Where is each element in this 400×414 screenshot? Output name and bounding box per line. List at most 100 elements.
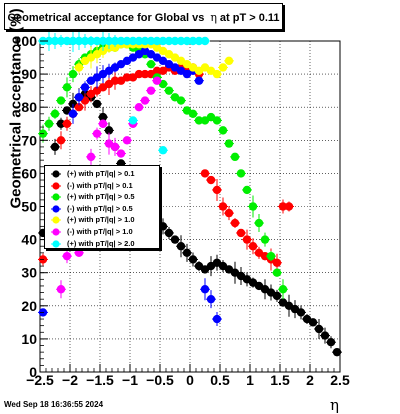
x-tick-label: 1 [246,372,254,388]
data-point [314,324,324,334]
x-tick-label: −1.5 [86,372,114,388]
legend-marker [51,216,61,224]
series-3 [38,46,222,327]
data-point [92,99,102,109]
y-tick-label: 0 [29,364,37,380]
legend-marker [51,181,61,190]
data-point [122,136,132,145]
data-point [68,36,78,46]
data-point [326,338,336,347]
data-point [248,242,258,251]
data-point [278,202,288,211]
y-tick-label: 60 [21,165,37,181]
data-point [308,318,318,327]
legend-entry: (+) with pT/|q| > 1.0 [45,214,159,226]
data-point [68,69,78,79]
data-point [272,268,282,277]
data-point [272,291,282,301]
data-point [74,36,84,46]
data-point [146,36,156,46]
data-point [296,308,306,317]
legend-label: (+) with pT/|q| > 2.0 [67,238,135,248]
data-point [116,149,126,158]
data-point [134,36,144,46]
y-tick-label: 80 [21,99,37,115]
data-point [266,251,276,261]
y-tick-label: 20 [21,298,37,314]
chart-title: Geometrical acceptance for Global vs η at … [4,3,283,30]
x-tick-label: −2 [62,372,78,388]
x-tick-label: −0.5 [146,372,174,388]
data-point [104,36,114,46]
data-point [194,36,204,46]
data-point [50,36,60,46]
data-point [194,76,204,85]
legend-label: (-) with pT/|q| > 0.1 [67,180,133,190]
legend-label: (+) with pT/|q| > 1.0 [67,215,135,225]
data-point [128,116,138,125]
y-tick-label: 100 [14,33,38,49]
data-point [176,96,186,105]
data-point [56,36,66,46]
data-point [116,36,126,46]
x-tick-label: 0 [186,372,194,388]
data-point [212,69,222,79]
x-tick-label: −1 [122,372,138,388]
legend-label: (-) with pT/|q| > 0.5 [67,203,133,213]
data-point [122,36,132,46]
data-point [284,202,294,211]
data-point [44,36,54,46]
data-point [152,36,162,46]
legend-entry: (+) with pT/|q| > 0.5 [45,191,159,203]
legend-entry: (-) with pT/|q| > 1.0 [45,226,159,238]
data-point [134,69,144,79]
data-point [224,56,234,66]
data-point [152,66,162,75]
data-point [140,36,150,46]
legend-marker [51,170,61,178]
data-point [206,294,216,304]
legend-marker [51,239,61,248]
data-point [146,59,156,69]
legend-entry: (+) with pT/|q| > 2.0 [45,238,159,250]
chart-legend: (+) with pT/|q| > 0.1 (-) with pT/|q| > 0… [44,165,160,249]
data-series [38,30,342,357]
data-point [158,146,168,155]
data-point [56,136,66,145]
data-point [188,255,198,264]
data-point [110,76,120,85]
data-point [92,36,102,46]
data-point [182,36,192,46]
data-point [278,285,288,294]
y-tick-label: 10 [21,331,37,347]
y-axis-label: Geometrical acceptance (%) [7,8,25,209]
data-point [104,126,114,135]
data-point [272,258,282,267]
data-point [242,235,252,244]
data-point [236,169,246,178]
data-point [176,36,186,46]
data-point [50,142,60,152]
data-point [92,129,102,138]
data-point [200,285,210,294]
data-point [164,36,174,46]
data-point [212,314,222,324]
x-tick-label: 2 [306,372,314,388]
data-point [320,331,330,340]
y-tick-label: 70 [21,132,37,148]
data-point [260,235,270,244]
data-point [254,218,264,228]
data-point [140,96,150,105]
legend-label: (+) with pT/|q| > 0.1 [67,169,135,178]
data-point [248,202,258,211]
data-point [62,251,72,261]
axis-ticks: −2.5 −2 −1.5 −1 −0.5 0 0.5 1 1.5 2 2.5 0 10 20 30 40 50 6… [14,33,350,388]
legend-marker [51,228,61,236]
data-point [224,139,234,148]
x-tick-label: 1.5 [270,372,290,388]
data-point [62,83,72,92]
data-point [74,63,84,72]
data-point [80,36,90,46]
data-point [56,96,66,105]
